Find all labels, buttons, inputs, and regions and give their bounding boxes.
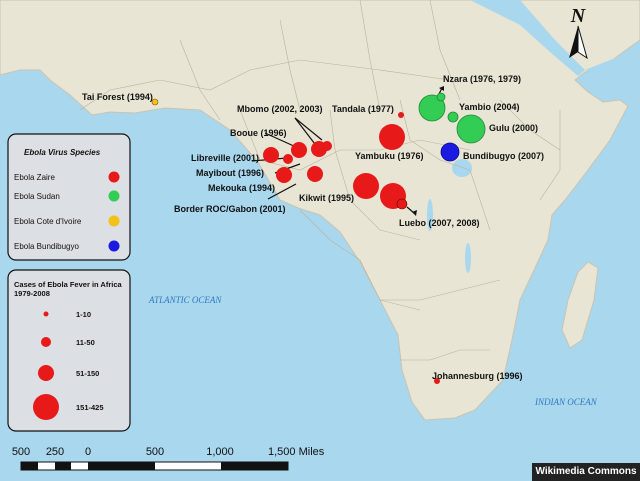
red-sea (470, 0, 585, 76)
label-tai-forest: Tai Forest (1994) (82, 92, 153, 102)
marker-mayibout (283, 154, 293, 164)
label-mekouka: Mekouka (1994) (208, 183, 275, 193)
marker-yambuku (379, 124, 405, 150)
legend-label-bundibugyo: Ebola Bundibugyo (14, 242, 79, 251)
size-legend: Cases of Ebola Fever in Africa 1979-2008… (7, 269, 131, 432)
size-label-3: 51-150 (76, 369, 99, 378)
africa-landmass (0, 0, 640, 421)
scale-label-250: 250 (46, 446, 64, 458)
label-nzara: Nzara (1976, 1979) (443, 74, 521, 84)
marker-tandala (398, 112, 404, 118)
marker-booue (291, 142, 307, 158)
legend-label-zaire: Ebola Zaire (14, 173, 55, 182)
label-luebo: Luebo (2007, 2008) (399, 218, 480, 228)
arrow-icon-luebo (412, 210, 417, 216)
country-borders (79, 0, 561, 361)
label-indian-ocean: INDIAN OCEAN (534, 397, 598, 407)
label-yambuku: Yambuku (1976) (355, 151, 424, 161)
legend-swatch-bundibugyo (108, 240, 120, 252)
scale-label-500-left: 500 (12, 446, 30, 458)
label-gulu: Gulu (2000) (489, 123, 538, 133)
gulf-of-aden (585, 48, 640, 75)
legend-label-cote-divoire: Ebola Cote d'Ivoire (14, 217, 82, 226)
label-mbomo: Mbomo (2002, 2003) (237, 104, 323, 114)
marker-mekouka (276, 167, 292, 183)
size-swatch-3 (38, 365, 54, 381)
marker-libreville (263, 147, 279, 163)
size-legend-title-1: Cases of Ebola Fever in Africa (14, 280, 123, 289)
label-mayibout: Mayibout (1996) (196, 168, 264, 178)
size-label-1: 1-10 (76, 310, 91, 319)
scale-label-0: 0 (85, 446, 91, 458)
label-tandala: Tandala (1977) (332, 104, 394, 114)
marker-tai-forest (151, 98, 159, 106)
marker-yambio (447, 111, 459, 123)
species-legend-title: Ebola Virus Species (24, 148, 101, 157)
scale-label-500: 500 (146, 446, 164, 458)
marker-kikwit (353, 173, 379, 199)
label-booue: Booue (1996) (230, 128, 287, 138)
marker-nzara-small (436, 92, 446, 102)
arrow-icon-nzara (439, 86, 444, 91)
lake-tanganyika (427, 199, 433, 231)
legend-swatch-zaire (108, 171, 120, 183)
legend-label-sudan: Ebola Sudan (14, 192, 60, 201)
location-labels: Tai Forest (1994) Mbomo (2002, 2003) Tan… (82, 74, 544, 381)
legend-swatch-sudan (108, 190, 120, 202)
outbreak-markers (151, 92, 486, 384)
size-label-2: 11-50 (76, 338, 95, 347)
lake-victoria (452, 159, 472, 177)
size-swatch-2 (41, 337, 51, 347)
marker-bundibugyo (440, 142, 460, 162)
marker-luebo-small (396, 198, 408, 210)
compass: N (569, 5, 588, 60)
legend-swatch-cote-divoire (108, 215, 120, 227)
label-johannesburg: Johannesburg (1996) (432, 371, 523, 381)
compass-letter: N (570, 5, 587, 27)
size-swatch-4 (33, 394, 59, 420)
marker-johannesburg (434, 378, 440, 384)
label-libreville: Libreville (2001) (191, 153, 259, 163)
size-legend-title-2: 1979-2008 (14, 289, 50, 298)
marker-nzara (418, 94, 446, 122)
species-legend: Ebola Virus Species Ebola Zaire Ebola Su… (7, 133, 131, 261)
marker-gulu (456, 114, 486, 144)
credit-badge: Wikimedia Commons (532, 463, 640, 481)
scale-bar: 500 250 0 500 1,000 1,500 Miles (12, 446, 325, 471)
lake-malawi (465, 243, 471, 273)
scale-label-1500: 1,500 Miles (268, 446, 325, 458)
label-border-roc-gabon: Border ROC/Gabon (2001) (174, 204, 286, 214)
label-yambio: Yambio (2004) (459, 102, 520, 112)
label-kikwit: Kikwit (1995) (299, 193, 354, 203)
size-swatch-1 (43, 311, 49, 317)
scale-label-1000: 1,000 (206, 446, 234, 458)
madagascar (561, 261, 599, 349)
label-bundibugyo: Bundibugyo (2007) (463, 151, 544, 161)
size-label-4: 151-425 (76, 403, 104, 412)
label-atlantic-ocean: ATLANTIC OCEAN (148, 295, 222, 305)
marker-border-roc-gabon (307, 166, 323, 182)
marker-mbomo-2 (322, 141, 332, 151)
